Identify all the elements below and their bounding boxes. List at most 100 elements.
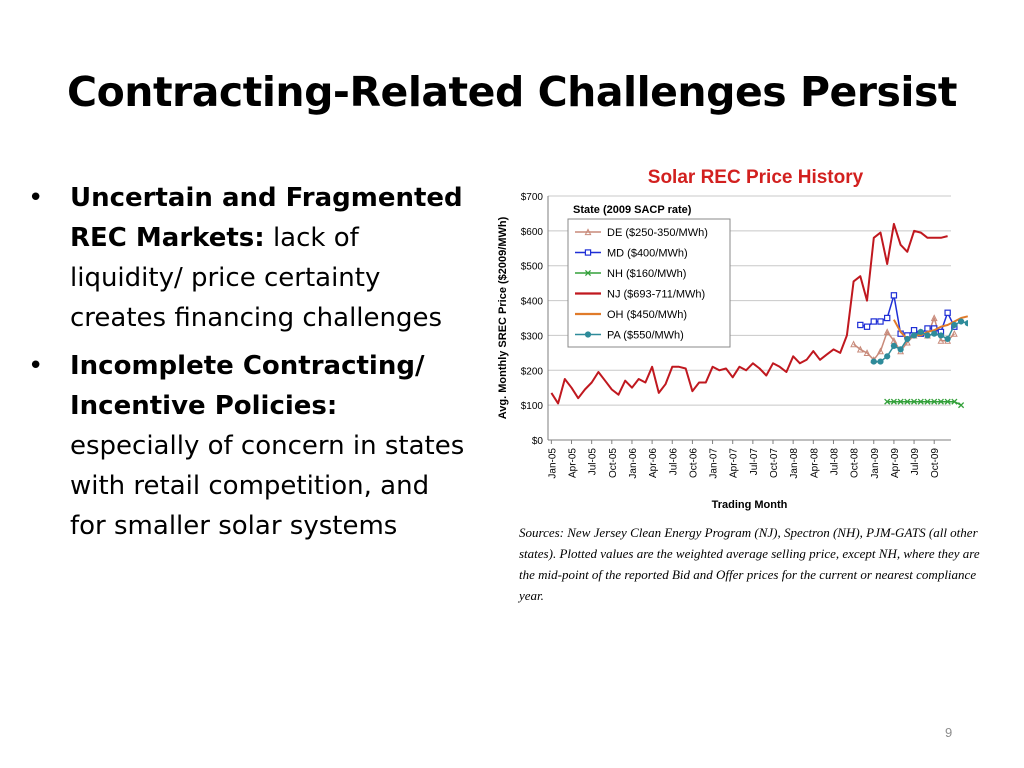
x-tick-label: Oct-09 <box>930 448 941 478</box>
x-tick-label: Apr-09 <box>890 448 901 478</box>
data-point <box>883 328 891 336</box>
y-tick-label: $0 <box>532 436 544 447</box>
data-point <box>924 332 931 339</box>
y-tick-label: $200 <box>521 366 544 377</box>
page-number: 9 <box>945 725 953 740</box>
bullet-text: especially of concern in states with ret… <box>70 431 465 541</box>
data-point <box>884 398 891 405</box>
chart-title: Solar REC Price History <box>648 167 864 188</box>
data-point <box>890 292 898 299</box>
data-point <box>903 338 911 346</box>
x-axis-title: Trading Month <box>712 499 788 511</box>
data-point <box>937 336 945 344</box>
data-point <box>863 323 871 330</box>
data-point <box>904 398 911 405</box>
y-tick-label: $700 <box>521 192 544 203</box>
data-point <box>951 398 958 405</box>
x-tick-label: Jan-05 <box>547 448 558 479</box>
data-point <box>877 318 884 325</box>
y-tick-label: $300 <box>521 331 544 342</box>
data-point <box>917 328 924 336</box>
data-point <box>877 358 884 365</box>
data-point <box>870 358 877 365</box>
x-tick-label: Oct-07 <box>769 448 780 478</box>
data-point <box>937 398 944 405</box>
data-point <box>850 340 858 348</box>
slide-title: Contracting-Related Challenges Persist <box>67 68 958 116</box>
data-point <box>856 345 864 353</box>
x-tick-label: Jan-09 <box>870 448 881 479</box>
x-tick-label: Jul-08 <box>829 448 840 476</box>
series-line <box>550 222 948 405</box>
x-tick-label: Jul-09 <box>910 448 921 476</box>
data-point <box>964 320 968 327</box>
y-tick-label: $600 <box>521 227 544 238</box>
data-point <box>924 325 931 332</box>
data-point <box>917 398 924 405</box>
legend-label: PA ($550/MWh) <box>607 330 684 342</box>
data-point <box>890 398 897 405</box>
legend-marker <box>584 269 592 277</box>
data-point <box>897 346 904 353</box>
data-point <box>958 402 965 409</box>
legend-label: MD ($400/MWh) <box>607 248 688 260</box>
data-point <box>937 332 945 339</box>
data-point <box>944 398 951 405</box>
x-tick-label: Oct-08 <box>850 448 861 478</box>
data-point <box>950 329 958 337</box>
x-tick-label: Apr-05 <box>568 448 579 478</box>
legend-box <box>567 218 731 348</box>
x-tick-label: Apr-06 <box>648 448 659 478</box>
x-tick-label: Jul-05 <box>588 448 599 476</box>
bullet-text: lack of liquidity/ price certainty creat… <box>70 223 443 333</box>
data-point <box>910 327 918 334</box>
data-point <box>930 314 938 322</box>
data-point <box>904 335 911 343</box>
data-point <box>931 398 938 405</box>
data-point <box>910 398 918 405</box>
data-point <box>890 342 898 349</box>
legend-marker <box>584 331 592 338</box>
legend-label: NJ ($693-711/MWh) <box>607 289 705 301</box>
bullet-item: Uncertain and Fragmented REC Markets: la… <box>28 178 468 338</box>
legend-label: DE ($250-350/MWh) <box>607 227 708 239</box>
legend-marker <box>584 249 592 256</box>
data-point <box>957 318 965 325</box>
bullet-heading: Incomplete Contracting/ Incentive Polici… <box>70 351 425 421</box>
x-tick-label: Apr-07 <box>729 448 740 478</box>
data-point <box>944 335 951 343</box>
legend-marker <box>584 228 592 236</box>
sources-note: Sources: New Jersey Clean Energy Program… <box>519 525 980 603</box>
data-point <box>884 353 891 360</box>
y-axis-title: Avg. Monthly SREC Price ($2009/MWh) <box>497 216 509 419</box>
y-tick-label: $400 <box>521 297 544 308</box>
srec-price-chart: Solar REC Price History $0 $100 $200 $300 $40… <box>497 167 968 511</box>
data-point <box>863 349 871 356</box>
x-tick-label: Jan-08 <box>789 448 800 479</box>
data-point <box>857 321 864 329</box>
bullet-list: Uncertain and Fragmented REC Markets: la… <box>28 178 468 554</box>
x-tick-label: Jan-06 <box>628 448 639 479</box>
data-point <box>931 330 938 337</box>
data-point <box>870 318 877 325</box>
legend-title: State (2009 SACP rate) <box>573 204 692 216</box>
y-tick-label: $100 <box>521 401 544 412</box>
legend-label: OH ($450/MWh) <box>607 309 687 321</box>
bullet-item: Incomplete Contracting/ Incentive Polici… <box>28 346 468 546</box>
x-tick-label: Jan-07 <box>709 448 720 479</box>
bullet-heading: Uncertain and Fragmented REC Markets: <box>70 183 463 253</box>
series-line <box>887 400 962 406</box>
x-tick-label: Oct-05 <box>608 448 619 478</box>
data-point <box>897 398 904 405</box>
x-tick-label: Jul-06 <box>668 448 679 476</box>
data-point <box>877 347 884 355</box>
data-point <box>924 398 931 405</box>
data-point <box>951 321 958 329</box>
x-tick-label: Apr-08 <box>809 448 820 478</box>
legend-label: NH ($160/MWh) <box>607 268 686 280</box>
data-point <box>910 332 918 339</box>
data-point <box>944 309 951 316</box>
data-point <box>883 314 891 322</box>
y-tick-label: $500 <box>521 262 544 273</box>
x-tick-label: Jul-07 <box>749 448 760 476</box>
